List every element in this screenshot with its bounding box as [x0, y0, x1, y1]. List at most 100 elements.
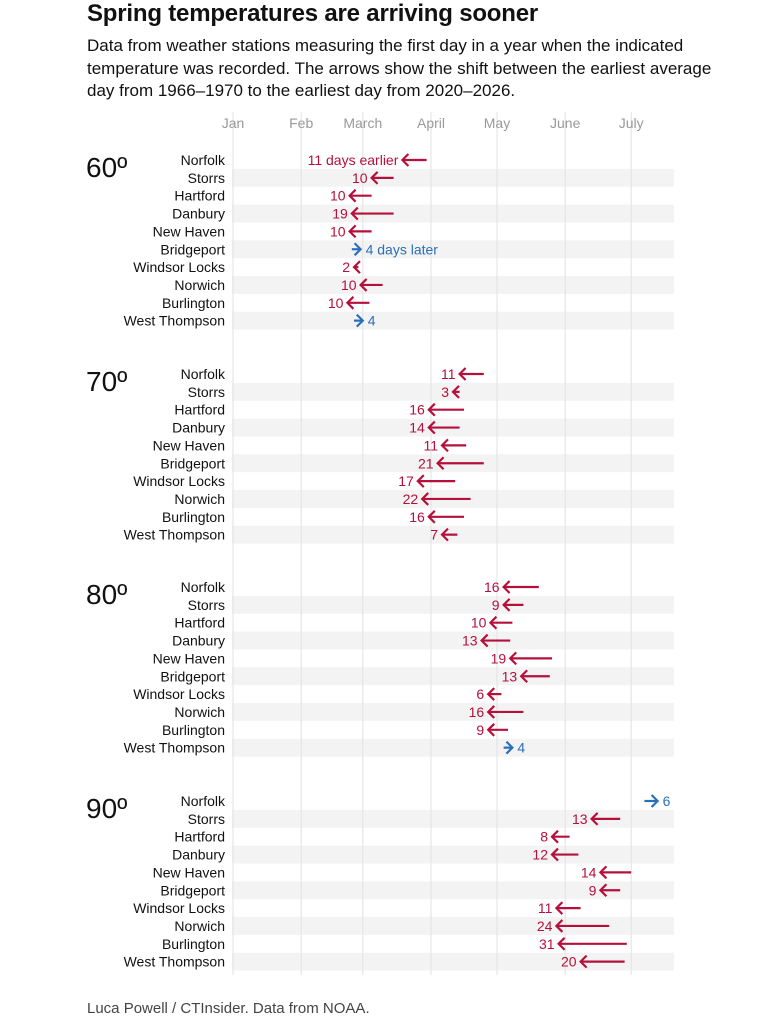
shift-value-label: 10 — [341, 277, 357, 293]
shift-value-label: 16 — [409, 402, 425, 418]
shift-value-label: 2 — [342, 259, 350, 275]
station-label: Storrs — [188, 384, 225, 400]
row-band — [232, 703, 674, 721]
station-label: Danbury — [172, 633, 225, 649]
shift-value-label: 11 — [441, 366, 456, 382]
station-label: West Thompson — [124, 740, 225, 756]
temperature-label: 60º — [86, 152, 127, 183]
earlier-arrow-head — [488, 615, 498, 630]
station-label: Hartford — [174, 188, 225, 204]
earlier-arrow-head — [480, 633, 489, 648]
station-label: Storrs — [188, 811, 225, 827]
earlier-arrow-head — [350, 206, 359, 221]
chart-subtitle: Data from weather stations measuring the… — [87, 36, 712, 100]
station-label: Hartford — [174, 829, 225, 845]
shift-value-label: 11 — [538, 900, 553, 916]
shift-value-label: 10 — [330, 223, 346, 239]
station-label: Norwich — [174, 918, 225, 934]
station-label: Norfolk — [181, 152, 226, 168]
row-band — [232, 738, 674, 757]
arrow-chart: Jan Feb March April May June July 11 days earli… — [86, 112, 674, 975]
earlier-arrow-head — [345, 296, 355, 310]
month-tick-label: May — [484, 115, 510, 131]
station-label: Storrs — [188, 170, 225, 186]
shift-value-label: 21 — [418, 455, 434, 471]
station-label: Bridgeport — [160, 668, 225, 684]
later-arrow-head — [505, 740, 514, 755]
gridlines: Jan Feb March April May June July — [222, 112, 644, 975]
station-label: Danbury — [172, 420, 225, 436]
station-label: Norfolk — [181, 793, 226, 809]
earlier-arrow-head — [502, 598, 511, 612]
earlier-arrow-head — [440, 438, 449, 453]
station-label: Norwich — [174, 704, 225, 720]
station-label: Bridgeport — [160, 882, 225, 898]
shift-value-label: 14 — [409, 420, 425, 436]
station-label: New Haven — [153, 864, 225, 880]
shift-value-label: 11 — [423, 437, 438, 453]
earlier-arrow-head — [420, 492, 429, 506]
earlier-arrow-head — [359, 278, 368, 292]
earlier-arrow-head — [554, 919, 564, 933]
earlier-arrow-head — [554, 901, 564, 915]
later-arrow-head — [356, 313, 365, 328]
shift-value-label: 8 — [540, 829, 548, 845]
row-band — [232, 845, 674, 864]
station-label: Hartford — [174, 615, 225, 631]
earlier-arrow-head — [557, 937, 566, 951]
shift-value-label: 6 — [663, 793, 671, 809]
shift-value-label: 16 — [409, 509, 425, 525]
station-label: West Thompson — [124, 527, 225, 543]
shift-value-label: 9 — [589, 882, 597, 898]
station-label: Windsor Locks — [133, 473, 225, 489]
shift-value-label: 13 — [462, 633, 478, 649]
row-band — [232, 276, 674, 294]
shift-value-label: 16 — [484, 579, 500, 595]
station-label: Norwich — [174, 491, 225, 507]
shift-value-label: 7 — [430, 527, 438, 543]
later-arrow-head — [353, 242, 363, 257]
shift-value-label: 3 — [441, 384, 449, 400]
earlier-arrow-head — [400, 153, 410, 167]
month-tick-label: June — [550, 115, 581, 131]
shift-value-label: 24 — [537, 918, 553, 934]
row-band — [232, 667, 674, 686]
earlier-arrow-head — [550, 847, 559, 862]
station-label: Danbury — [172, 847, 225, 863]
earlier-arrow-head — [436, 456, 445, 471]
earlier-arrow-head — [508, 651, 517, 666]
shift-value-label: 19 — [332, 206, 348, 222]
station-label: Windsor Locks — [133, 259, 225, 275]
shift-value-label: 12 — [532, 847, 548, 863]
station-label: West Thompson — [124, 954, 225, 970]
shift-value-label: 10 — [471, 615, 487, 631]
month-tick-label: July — [619, 115, 644, 131]
station-label: Burlington — [162, 936, 225, 952]
row-bands — [232, 168, 674, 971]
earlier-arrow-head — [370, 171, 379, 185]
earlier-arrow-head — [486, 705, 495, 719]
earlier-arrow-head — [440, 527, 449, 542]
month-tick-label: April — [417, 115, 445, 131]
temperature-label: 90º — [86, 793, 127, 824]
earlier-arrow-head — [427, 510, 436, 524]
station-label: West Thompson — [124, 313, 225, 329]
earlier-arrow-head — [352, 260, 361, 274]
shift-value-label: 10 — [330, 188, 346, 204]
row-band — [232, 168, 674, 187]
shift-value-label: 6 — [476, 686, 484, 702]
station-label: Storrs — [188, 597, 225, 613]
row-band — [232, 311, 674, 330]
row-band — [232, 631, 674, 650]
station-label: New Haven — [153, 223, 225, 239]
station-label: Burlington — [162, 295, 225, 311]
shift-value-label: 19 — [491, 650, 507, 666]
station-label: Hartford — [174, 402, 225, 418]
earlier-arrow-head — [427, 402, 436, 417]
shift-value-label: 11 days earlier — [308, 152, 399, 168]
row-band — [232, 881, 674, 900]
shift-value-label: 9 — [492, 597, 500, 613]
earlier-arrow-head — [486, 687, 495, 701]
shift-value-label: 22 — [403, 491, 419, 507]
earlier-arrow-head — [348, 224, 357, 239]
